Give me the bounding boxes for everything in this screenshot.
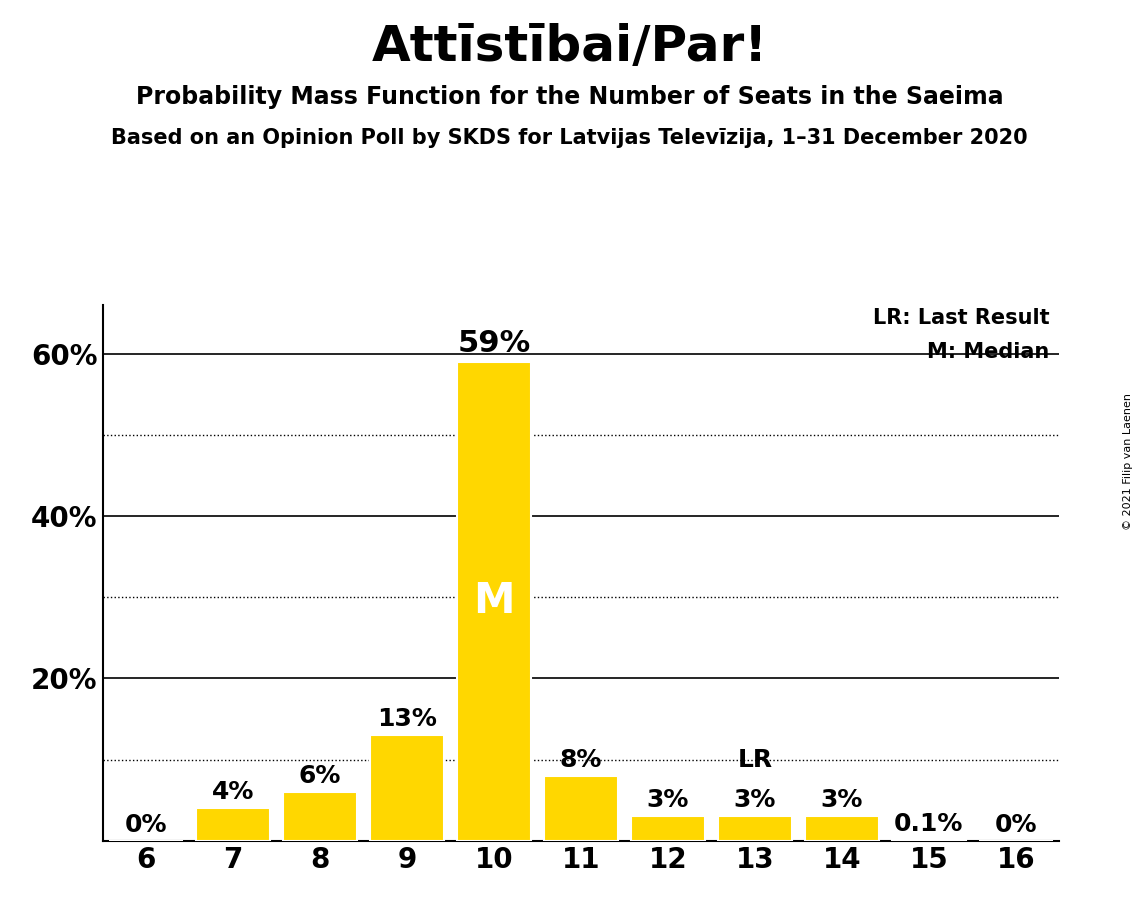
Text: 3%: 3%	[734, 788, 776, 812]
Text: 0%: 0%	[994, 813, 1036, 837]
Text: M: Median: M: Median	[927, 343, 1050, 362]
Text: 3%: 3%	[820, 788, 863, 812]
Bar	[544, 776, 617, 841]
Text: 6%: 6%	[298, 764, 342, 788]
Bar	[196, 808, 270, 841]
Text: 3%: 3%	[647, 788, 689, 812]
Text: M: M	[473, 580, 515, 622]
Text: © 2021 Filip van Laenen: © 2021 Filip van Laenen	[1123, 394, 1133, 530]
Bar	[631, 817, 705, 841]
Bar	[370, 736, 444, 841]
Text: 8%: 8%	[559, 748, 603, 772]
Text: 59%: 59%	[457, 329, 531, 358]
Text: 0.1%: 0.1%	[894, 812, 964, 836]
Text: Based on an Opinion Poll by SKDS for Latvijas Televīzija, 1–31 December 2020: Based on an Opinion Poll by SKDS for Lat…	[112, 128, 1027, 148]
Bar	[457, 362, 531, 841]
Text: 4%: 4%	[212, 780, 254, 804]
Text: 0%: 0%	[125, 813, 167, 837]
Text: Probability Mass Function for the Number of Seats in the Saeima: Probability Mass Function for the Number…	[136, 85, 1003, 109]
Text: 13%: 13%	[377, 707, 437, 731]
Bar	[282, 792, 357, 841]
Text: LR: Last Result: LR: Last Result	[874, 308, 1050, 328]
Bar	[805, 817, 879, 841]
Bar	[718, 817, 792, 841]
Text: Attīstībai/Par!: Attīstībai/Par!	[371, 23, 768, 71]
Text: LR: LR	[737, 748, 772, 772]
